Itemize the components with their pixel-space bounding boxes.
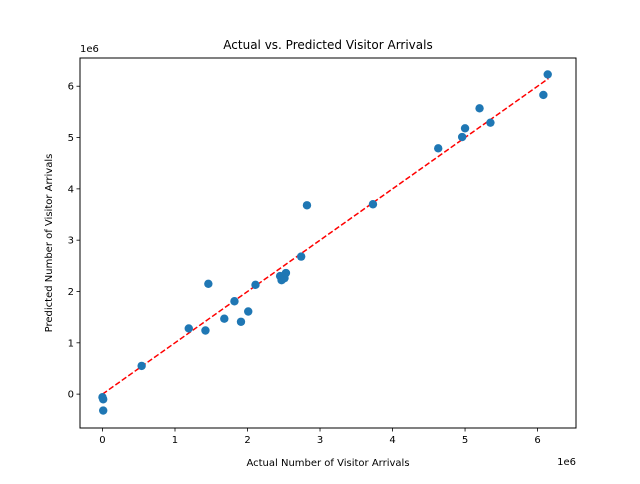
data-point <box>539 90 548 100</box>
data-point <box>368 200 378 209</box>
data-point <box>184 324 193 333</box>
y-offset-label: 1e6 <box>80 44 99 55</box>
y-axis-ticks: 0 1 2 3 4 5 6 <box>68 82 80 401</box>
data-point <box>434 144 443 153</box>
y-tick-label: 2 <box>68 287 74 298</box>
reference-line-layer <box>102 77 549 395</box>
reference-line <box>102 77 549 395</box>
data-point <box>236 317 246 326</box>
y-axis-label: Predicted Number of Visitor Arrivals <box>44 154 55 333</box>
y-tick-label: 6 <box>68 82 74 93</box>
y-tick-label: 0 <box>68 390 74 401</box>
data-point <box>543 70 552 79</box>
data-point <box>457 132 467 142</box>
x-axis-ticks: 0 1 2 3 4 5 6 <box>99 428 541 446</box>
x-axis-label: Actual Number of Visitor Arrivals <box>246 458 409 469</box>
data-point <box>251 280 260 290</box>
y-tick-label: 5 <box>68 133 74 144</box>
data-point <box>460 124 470 133</box>
x-tick-label: 4 <box>389 435 395 446</box>
data-point <box>99 406 108 415</box>
x-tick-label: 2 <box>244 435 250 446</box>
x-tick-label: 3 <box>317 435 323 446</box>
data-point <box>230 297 239 306</box>
x-tick-label: 6 <box>534 435 540 446</box>
y-tick-label: 1 <box>68 338 74 349</box>
data-point <box>296 252 306 261</box>
data-point <box>99 395 108 404</box>
x-tick-label: 0 <box>99 435 105 446</box>
data-point <box>302 201 312 210</box>
data-point <box>244 307 253 316</box>
data-point <box>201 326 210 335</box>
x-tick-label: 1 <box>172 435 178 446</box>
y-tick-label: 3 <box>68 236 74 247</box>
x-tick-label: 5 <box>462 435 468 446</box>
points-layer <box>98 70 552 415</box>
data-point <box>137 361 146 371</box>
data-point <box>281 268 291 278</box>
data-point <box>204 279 213 288</box>
x-offset-label: 1e6 <box>557 457 576 468</box>
y-tick-label: 4 <box>68 184 74 195</box>
data-point <box>486 118 495 127</box>
data-point <box>220 314 229 323</box>
plot-area-frame <box>79 57 577 429</box>
data-point <box>475 104 484 113</box>
chart-title: Actual vs. Predicted Visitor Arrivals <box>223 38 432 52</box>
